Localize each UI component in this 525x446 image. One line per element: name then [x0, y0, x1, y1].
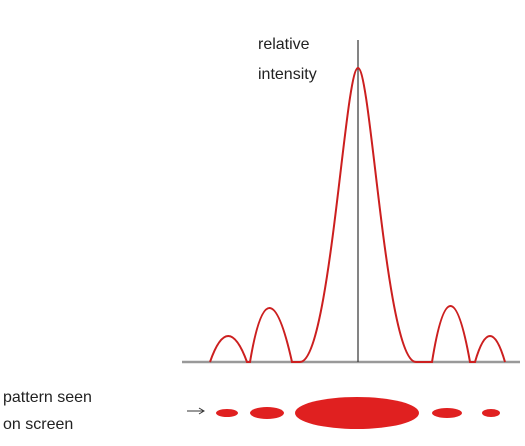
screen-label-line: on screen	[3, 416, 73, 433]
fringe	[216, 409, 238, 417]
fringe	[250, 407, 284, 419]
central-fringe	[295, 397, 419, 429]
page: relative intensity pattern seen on scree…	[0, 0, 525, 446]
fringe	[432, 408, 462, 418]
screen-label-line: pattern seen	[3, 389, 92, 406]
axis-label-line: relative	[258, 36, 310, 53]
axis-label-line: intensity	[258, 66, 317, 83]
fringe-pattern	[216, 397, 500, 429]
fringe	[482, 409, 500, 417]
diffraction-diagram: relative intensity pattern seen on scree…	[0, 0, 525, 446]
